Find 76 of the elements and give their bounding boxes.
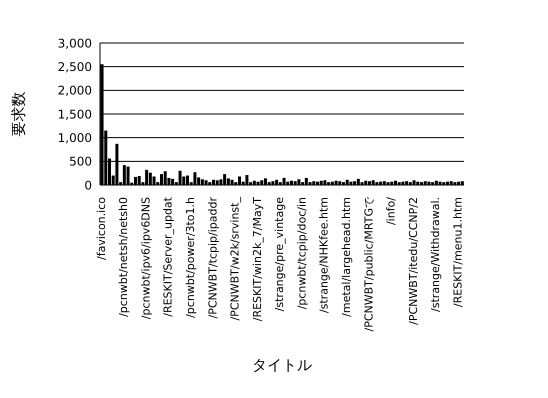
y-axis-title: 要求数 [9,92,28,136]
bar [134,176,137,185]
bar [245,175,248,185]
bar [223,174,226,185]
bar [446,182,449,185]
bar [450,181,453,185]
x-tick-label: /PCNWBT/tcpip/ipaddr [206,196,220,318]
bar [193,172,196,185]
bar [382,181,386,185]
bar [122,165,126,185]
y-tick-label: 1,000 [58,130,92,145]
bar [330,182,334,185]
y-tick-label: 0 [84,178,92,192]
x-tick-label: /PCNWBT/w2k/srvinst_ [228,196,242,321]
bar [401,182,404,185]
bar [416,182,420,185]
y-tick-label: 2,000 [58,84,92,98]
x-tick-label: /PCNWBT/itedu/CCNP/2 [406,197,420,325]
bar [427,182,430,185]
bar [320,180,323,185]
bar [148,172,152,185]
x-tick-label: /strange/pre_vintage [273,196,286,312]
bar [145,170,148,185]
bar [126,166,130,185]
bar [368,181,371,185]
x-tick-label: /pcnwbt/netsh/netsh0 [117,197,130,317]
bar [457,182,460,185]
x-tick-label: /RESKIT/menu1.htm [451,197,464,308]
bar [394,180,397,185]
x-tick-label: /PCNWBT/public/MRTGで [362,196,376,332]
bar [312,181,316,185]
x-tick-label: /metal/largehead.htm [340,197,354,317]
x-tick-label: /pcnwbt/ipv6/ipv6DNS [139,196,152,320]
bar [271,181,274,185]
x-tick-label: /favicon.ico [94,196,108,260]
x-tick-label: /info/ [384,196,398,226]
bar [424,181,427,185]
bar [160,174,163,185]
x-tick-label: /pcnwbt/power/3to1.h [184,196,198,318]
bar [238,176,241,185]
bar [256,182,260,185]
y-tick-label: 3,000 [58,36,92,50]
y-tick-label: 2,500 [58,60,92,74]
x-tick-label: /RESKIT/Server_updat [162,196,175,317]
bar [304,178,308,185]
bar [338,181,342,185]
y-tick-label: 1,500 [58,107,92,122]
bar [353,181,356,185]
bar [390,182,394,185]
x-tick-label: /strange/NHKfee.htm [318,197,331,314]
bar [138,176,141,185]
bar [405,181,408,185]
bar [152,176,156,185]
bar [264,178,267,185]
bar [290,180,293,185]
bar [186,176,189,185]
y-tick-label: 500 [69,154,92,169]
x-tick-label: /RESKIT/win2k_7/MayT [250,196,264,322]
bar [434,180,438,185]
bar [178,170,182,185]
bar [438,182,442,185]
bar [286,182,290,185]
x-tick-label: /strange/Withdrawal. [429,197,442,312]
bar [316,182,319,185]
x-tick-label: /pcnwbt/tcpip/doc/in [295,196,308,310]
bar [164,171,167,185]
bar [226,178,230,185]
bar [334,180,338,185]
bar [252,180,256,185]
bar [460,181,464,185]
bar [282,178,286,185]
bar [379,182,382,185]
bar [349,182,352,185]
bar [294,181,297,185]
x-axis-title: タイトル [252,356,312,374]
bar [364,180,368,185]
